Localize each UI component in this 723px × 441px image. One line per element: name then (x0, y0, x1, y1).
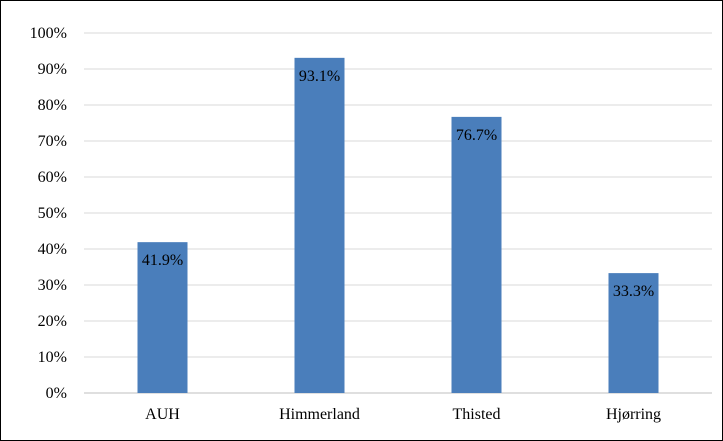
y-tick-label: 30% (38, 277, 67, 294)
data-labels: 41.9% 93.1% 76.7% 33.3% (142, 68, 654, 300)
y-tick-label: 60% (38, 169, 67, 186)
y-tick-label: 10% (38, 349, 67, 366)
y-tick-label: 70% (38, 133, 67, 150)
bars (137, 57, 659, 394)
y-tick-label: 0% (46, 385, 67, 402)
y-tick-label: 50% (38, 205, 67, 222)
x-tick-label: Thisted (453, 406, 501, 423)
bar (451, 116, 502, 393)
y-tick-label: 80% (38, 97, 67, 114)
y-tick-label: 90% (38, 61, 67, 78)
y-axis-ticks: 0% 10% 20% 30% 40% 50% 60% 70% 80% 90% 100% (30, 25, 67, 402)
y-tick-label: 100% (30, 25, 67, 42)
gridlines (84, 32, 712, 394)
bar-data-label: 41.9% (142, 252, 183, 269)
y-tick-label: 20% (38, 313, 67, 330)
bar (137, 242, 188, 393)
y-tick-label: 40% (38, 241, 67, 258)
x-tick-label: Himmerland (279, 406, 360, 423)
bar-data-label: 93.1% (299, 68, 340, 85)
x-tick-label: AUH (145, 406, 180, 423)
x-axis-ticks: AUH Himmerland Thisted Hjørring (145, 406, 661, 423)
bar-data-label: 76.7% (456, 127, 497, 144)
bar (294, 57, 345, 394)
bar (608, 273, 659, 393)
bar-data-label: 33.3% (613, 283, 654, 300)
x-tick-label: Hjørring (606, 406, 661, 423)
